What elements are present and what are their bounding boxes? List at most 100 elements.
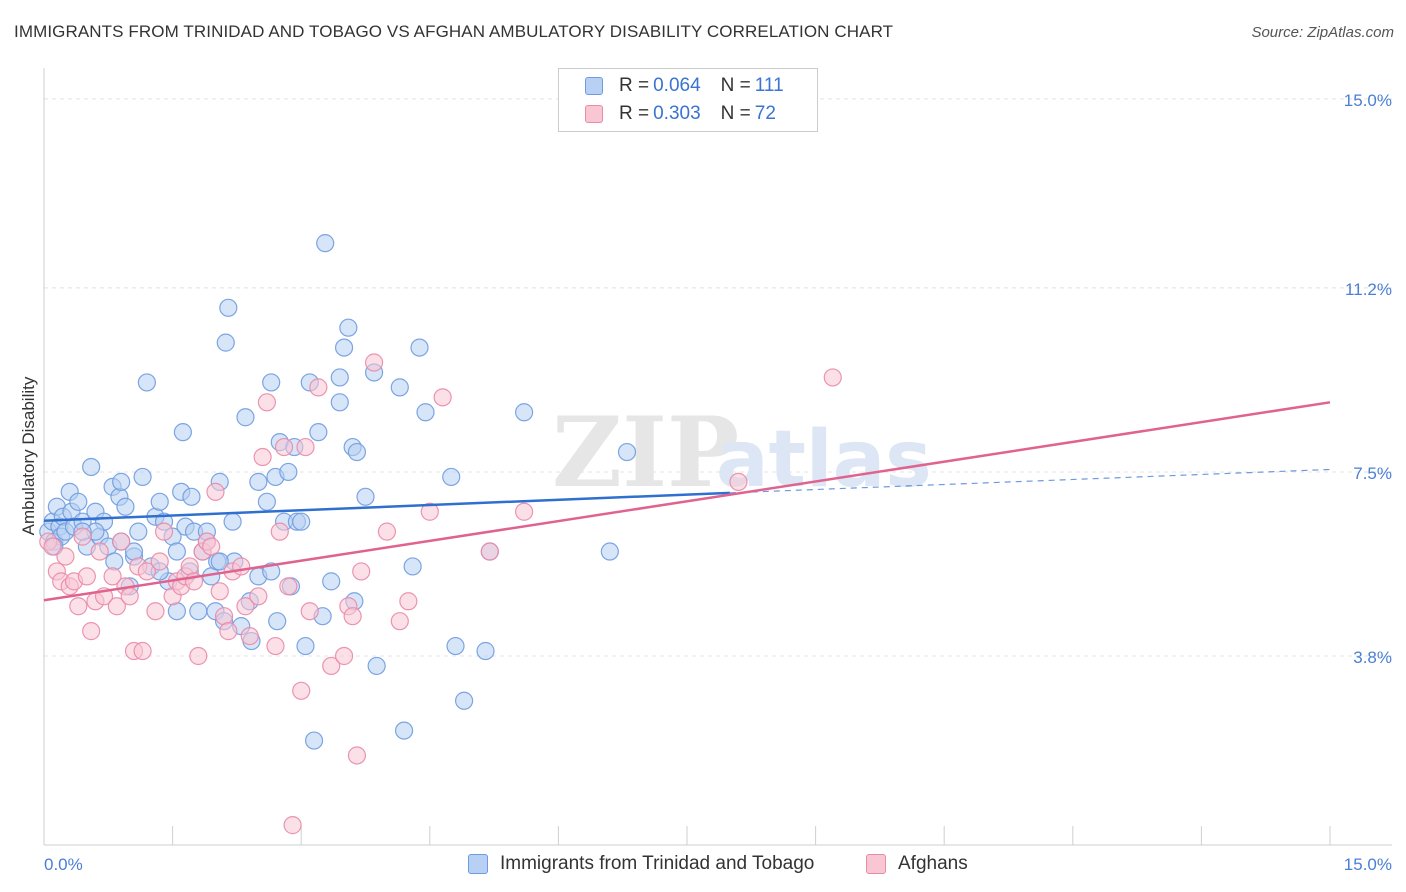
bottom-legend-swatch-pink (866, 854, 886, 874)
data-point-trinidad (394, 721, 414, 740)
data-point-afghans (266, 636, 285, 656)
bottom-legend-swatch-blue (468, 854, 488, 874)
data-point-afghans (296, 437, 315, 457)
data-point-trinidad (182, 487, 201, 506)
data-point-afghans (43, 537, 62, 556)
data-point-afghans (253, 447, 272, 467)
data-point-trinidad (403, 557, 422, 576)
data-point-trinidad (330, 393, 349, 412)
bottom-legend-trinidad: Immigrants from Trinidad and Tobago (468, 850, 814, 878)
x-tick-label: 0.0% (44, 855, 83, 874)
data-point-trinidad (339, 318, 358, 337)
x-tick-label: 15.0% (1344, 855, 1392, 874)
data-point-trinidad (69, 492, 88, 511)
data-point-afghans (309, 378, 328, 397)
legend-n-value: 72 (754, 103, 776, 124)
data-point-afghans (214, 607, 234, 626)
data-point-afghans (107, 597, 126, 616)
legend-n-value: 111 (754, 75, 784, 96)
axes (43, 68, 1392, 846)
data-point-trinidad (268, 612, 287, 631)
data-point-trinidad (617, 442, 637, 462)
data-point-afghans (133, 641, 152, 661)
data-point-trinidad (442, 467, 461, 487)
data-point-afghans (274, 437, 294, 457)
data-point-trinidad (105, 552, 124, 571)
data-point-afghans (515, 502, 534, 521)
data-point-trinidad (173, 423, 192, 442)
data-point-trinidad (296, 636, 315, 656)
y-tick-label: 15.0% (1344, 91, 1392, 110)
data-point-afghans (377, 522, 397, 541)
data-point-trinidad (446, 636, 465, 656)
data-point-afghans (210, 582, 229, 601)
y-axis-label: Ambulatory Disability (19, 376, 38, 535)
legend-n-label: N = (720, 75, 751, 96)
data-point-afghans (146, 602, 165, 621)
data-point-trinidad (322, 572, 341, 591)
data-point-trinidad (476, 641, 495, 661)
data-point-afghans (206, 482, 225, 501)
data-point-afghans (189, 646, 208, 666)
data-point-afghans (257, 393, 277, 412)
y-tick-label: 3.8% (1353, 648, 1392, 667)
legend-swatch-blue (585, 77, 603, 95)
data-point-afghans (202, 537, 221, 556)
data-point-afghans (249, 587, 268, 606)
data-point-trinidad (454, 691, 474, 710)
data-point-afghans (292, 681, 311, 700)
data-point-trinidad (257, 492, 277, 511)
legend-r-value: 0.064 (653, 75, 701, 96)
data-point-trinidad (347, 442, 367, 462)
data-point-afghans (103, 567, 122, 586)
data-point-trinidad (129, 522, 148, 541)
trend-lines (43, 401, 1331, 602)
data-point-trinidad (249, 472, 268, 491)
data-point-afghans (69, 597, 88, 616)
trend-line-trinidad (43, 491, 730, 522)
data-point-trinidad (236, 408, 255, 427)
trend-line-trinidad-extension (729, 468, 1331, 494)
data-point-afghans (232, 557, 251, 576)
legend-r-label: R = (619, 75, 650, 96)
y-tick-label: 7.5% (1353, 464, 1392, 483)
data-point-afghans (729, 472, 748, 491)
data-point-afghans (56, 547, 75, 566)
data-point-afghans (420, 502, 439, 521)
data-point-afghans (112, 532, 131, 551)
data-point-trinidad (316, 234, 335, 253)
data-point-afghans (480, 542, 499, 561)
data-point-afghans (823, 368, 842, 387)
data-point-afghans (82, 622, 101, 641)
data-point-afghans (77, 567, 96, 586)
data-point-trinidad (279, 462, 298, 482)
data-point-trinidad (410, 338, 429, 357)
data-point-afghans (322, 656, 341, 676)
data-point-trinidad (292, 512, 311, 531)
data-point-afghans (120, 587, 139, 606)
data-point-afghans (334, 646, 354, 666)
legend-row-afghans: R = 0.303 N = 72 (585, 101, 780, 127)
data-point-trinidad (262, 373, 281, 392)
bottom-legend-label: Immigrants from Trinidad and Tobago (500, 853, 815, 874)
data-point-afghans (279, 577, 298, 596)
data-point-trinidad (137, 373, 156, 392)
data-point-trinidad (334, 338, 354, 357)
y-tick-label: 11.2% (1345, 280, 1392, 299)
data-point-trinidad (112, 472, 131, 491)
data-point-afghans (283, 816, 302, 835)
legend-swatch-pink (585, 105, 603, 123)
data-point-afghans (364, 353, 384, 372)
data-point-trinidad (116, 497, 135, 516)
data-point-trinidad (330, 368, 349, 387)
data-point-afghans (73, 527, 92, 546)
data-point-trinidad (210, 552, 229, 571)
data-point-afghans (240, 626, 259, 646)
data-point-afghans (180, 557, 199, 576)
data-point-afghans (433, 388, 452, 407)
watermark-zip: ZIP (552, 396, 739, 509)
data-point-afghans (300, 602, 319, 621)
legend-r-label: R = (619, 103, 650, 124)
data-point-trinidad (416, 403, 435, 422)
